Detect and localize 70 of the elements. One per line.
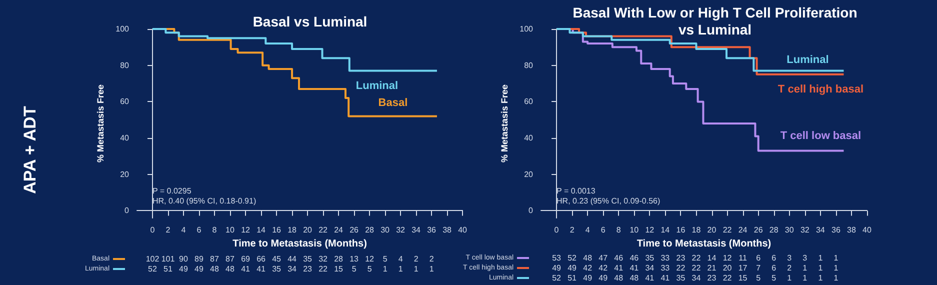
x-tick-label: 18 bbox=[288, 226, 298, 234]
y-tick-label: 60 bbox=[524, 97, 534, 106]
annotation: P = 0.0295 bbox=[152, 186, 192, 196]
x-tick-label: 36 bbox=[427, 226, 437, 234]
x-tick-label: 34 bbox=[816, 226, 826, 234]
x-tick-label: 4 bbox=[585, 226, 590, 234]
x-tick-label: 22 bbox=[722, 226, 732, 234]
x-tick-label: 24 bbox=[334, 226, 344, 234]
x-tick-label: 10 bbox=[226, 226, 236, 234]
y-tick-label: 40 bbox=[524, 134, 534, 143]
x-tick-label: 8 bbox=[616, 226, 622, 234]
x-tick-label: 34 bbox=[412, 226, 422, 234]
x-tick-label: 2 bbox=[570, 226, 575, 234]
series-label: Luminal bbox=[786, 54, 829, 66]
x-tick-label: 14 bbox=[256, 226, 266, 234]
text: APA + ADT bbox=[20, 106, 40, 194]
annotation: P = 0.0013 bbox=[556, 186, 596, 196]
chart-title: Basal With Low or High T Cell Proliferation vs Luminal bbox=[572, 4, 858, 38]
series-label: Basal bbox=[378, 97, 408, 110]
series-label: T cell high basal bbox=[778, 83, 864, 96]
x-tick-label: 26 bbox=[754, 226, 764, 234]
x-tick-label: 38 bbox=[847, 226, 856, 234]
y-axis-title: % Metastasis Free bbox=[95, 84, 106, 163]
x-tick-label: 10 bbox=[630, 226, 640, 234]
x-tick-label: 28 bbox=[365, 226, 375, 234]
y-tick-label: 80 bbox=[120, 60, 130, 70]
chart-title: Basal vs Luminal bbox=[252, 14, 368, 30]
y-tick-label: 40 bbox=[120, 134, 130, 143]
x-tick-label: 0 bbox=[554, 226, 560, 234]
x-tick-label: 14 bbox=[660, 226, 670, 234]
x-tick-label: 30 bbox=[380, 226, 390, 234]
x-tick-label: 38 bbox=[442, 226, 452, 234]
x-tick-label: 16 bbox=[676, 226, 686, 234]
x-tick-label: 12 bbox=[645, 226, 655, 234]
x-tick-label: 8 bbox=[212, 226, 218, 234]
x-tick-label: 6 bbox=[196, 226, 202, 234]
x-tick-label: 28 bbox=[769, 226, 779, 234]
x-tick-label: 40 bbox=[862, 226, 872, 234]
x-tick-label: 6 bbox=[600, 226, 606, 234]
series-label: Luminal bbox=[356, 80, 398, 92]
x-tick-label: 36 bbox=[832, 226, 841, 234]
x-tick-label: 18 bbox=[692, 226, 702, 234]
y-tick-label: 80 bbox=[524, 60, 534, 70]
y-tick-label: 0 bbox=[124, 206, 130, 216]
x-tick-label: 16 bbox=[272, 226, 282, 234]
x-axis-title: Time to Metastasis (Months) bbox=[636, 238, 772, 250]
x-tick-label: 22 bbox=[318, 226, 328, 234]
x-tick-label: 24 bbox=[738, 226, 748, 234]
series-label: T cell low basal bbox=[780, 130, 862, 142]
y-axis-title: % Metastasis Free bbox=[499, 84, 510, 163]
y-tick-label: 100 bbox=[520, 24, 534, 34]
x-tick-label: 26 bbox=[350, 226, 360, 234]
x-tick-label: 2 bbox=[166, 226, 171, 234]
y-tick-label: 20 bbox=[524, 170, 534, 179]
annotation: HR, 0.40 (95% CI, 0.18-0.91) bbox=[152, 196, 256, 206]
x-axis-title: Time to Metastasis (Months) bbox=[232, 238, 367, 250]
x-tick-label: 32 bbox=[396, 226, 406, 234]
y-tick-label: 100 bbox=[116, 24, 130, 34]
y-tick-label: 60 bbox=[120, 97, 130, 106]
x-tick-label: 20 bbox=[303, 226, 313, 234]
x-tick-label: 12 bbox=[241, 226, 251, 234]
annotation: HR, 0.23 (95% CI, 0.09-0.56) bbox=[556, 196, 660, 206]
y-tick-label: 0 bbox=[528, 206, 534, 216]
x-tick-label: 32 bbox=[800, 226, 810, 234]
x-tick-label: 40 bbox=[458, 226, 468, 234]
x-tick-label: 20 bbox=[707, 226, 717, 234]
y-tick-label: 20 bbox=[120, 170, 130, 179]
x-tick-label: 0 bbox=[150, 226, 156, 234]
x-tick-label: 30 bbox=[784, 226, 794, 234]
x-tick-label: 4 bbox=[181, 226, 186, 234]
